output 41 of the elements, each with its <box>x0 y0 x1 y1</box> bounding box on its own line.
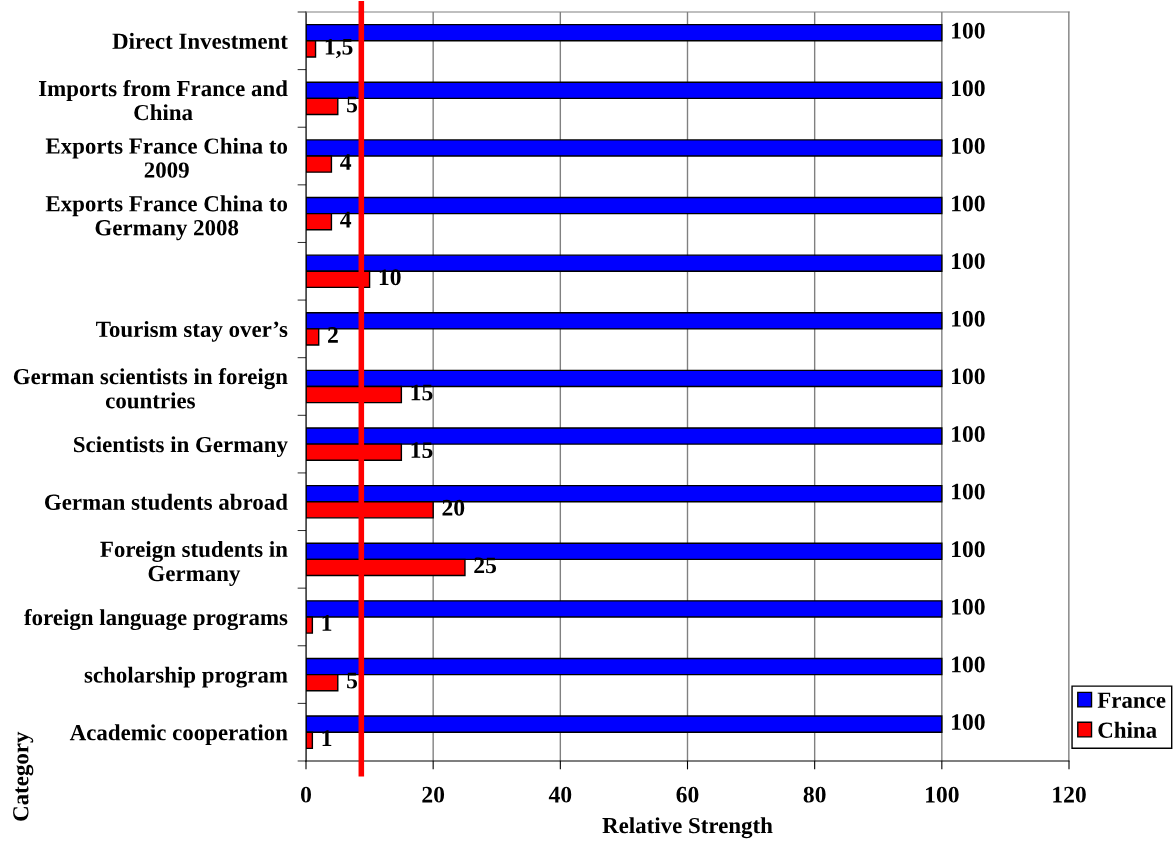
data-label: 100 <box>952 368 985 385</box>
x-axis-title: Relative Strength <box>602 817 773 839</box>
x-tick-label: 80 <box>803 786 826 803</box>
data-label: 100 <box>952 541 985 558</box>
y-tick-label: Scientists in Germany <box>74 436 288 458</box>
y-tick-label: Exports France China to Germany 2008 <box>45 195 288 241</box>
data-label: 100 <box>952 598 985 615</box>
data-label: 1 <box>322 615 332 631</box>
y-tick-label: German scientists in foreign countries <box>13 367 288 409</box>
x-tick-label: 120 <box>1053 786 1086 803</box>
data-label: 100 <box>952 195 985 212</box>
y-tick-label: Exports France China to 2009 <box>45 137 288 178</box>
x-tick-label: 40 <box>548 786 572 803</box>
x-tick-label: 0 <box>301 786 311 803</box>
data-label: 100 <box>952 253 985 270</box>
data-label: 4 <box>340 211 352 228</box>
data-label: 100 <box>952 426 985 442</box>
y-tick-label: Direct Investment <box>112 32 288 49</box>
y-tick-label: Foreign students in Germany <box>100 540 288 586</box>
data-label: 15 <box>411 442 433 459</box>
data-label: 100 <box>952 656 985 673</box>
y-tick-label: Imports from France and China <box>38 79 288 121</box>
y-axis-title: Category <box>13 731 34 821</box>
data-label: 4 <box>340 154 352 170</box>
data-label: 100 <box>952 137 985 154</box>
y-tick-label: Tourism stay over’s <box>96 320 288 342</box>
data-label: 100 <box>952 80 985 97</box>
data-label: 100 <box>952 310 985 327</box>
x-tick-label: 100 <box>926 786 959 803</box>
x-tick-label: 20 <box>422 786 445 803</box>
data-label: 2 <box>328 326 338 343</box>
y-tick-label: foreign language programs <box>24 608 288 631</box>
data-label: 100 <box>952 22 985 39</box>
y-tick-label: Academic cooperation <box>69 724 288 746</box>
y-tick-label: German students abroad <box>45 493 288 510</box>
legend-label: China <box>1098 721 1157 738</box>
data-label: 100 <box>952 483 985 500</box>
data-label: 100 <box>952 714 985 731</box>
legend-label: France <box>1097 692 1166 708</box>
y-tick-label: scholarship program <box>84 666 288 688</box>
x-tick-label: 60 <box>676 786 699 803</box>
